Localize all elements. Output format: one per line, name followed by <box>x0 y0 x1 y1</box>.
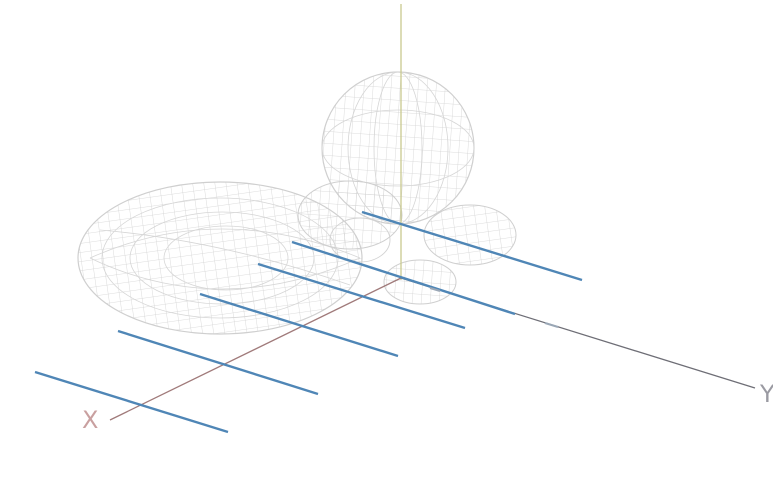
antenna-element <box>291 240 516 316</box>
radiation-pattern-mesh <box>77 71 517 335</box>
side-lobes <box>297 180 517 305</box>
antenna-element <box>257 262 466 330</box>
antenna-elements <box>34 210 583 434</box>
antenna-element <box>117 329 319 396</box>
antenna-element <box>34 370 229 434</box>
main-lobe <box>77 181 363 335</box>
antenna-element <box>361 210 583 282</box>
x-axis <box>109 277 402 421</box>
antenna-element <box>199 292 399 358</box>
boom-marks <box>429 287 559 328</box>
x-axis-label: X <box>82 406 98 434</box>
y-axis-label: Y <box>759 380 773 408</box>
